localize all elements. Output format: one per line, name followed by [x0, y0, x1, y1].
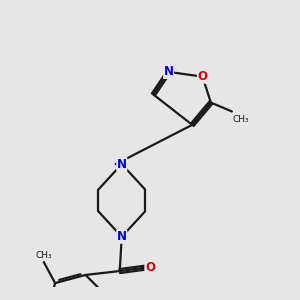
Text: N: N [164, 65, 174, 78]
Text: O: O [197, 70, 208, 83]
Text: CH₃: CH₃ [233, 115, 249, 124]
Text: N: N [117, 230, 127, 243]
Text: O: O [145, 260, 155, 274]
Text: N: N [117, 158, 127, 171]
Text: CH₃: CH₃ [35, 251, 52, 260]
